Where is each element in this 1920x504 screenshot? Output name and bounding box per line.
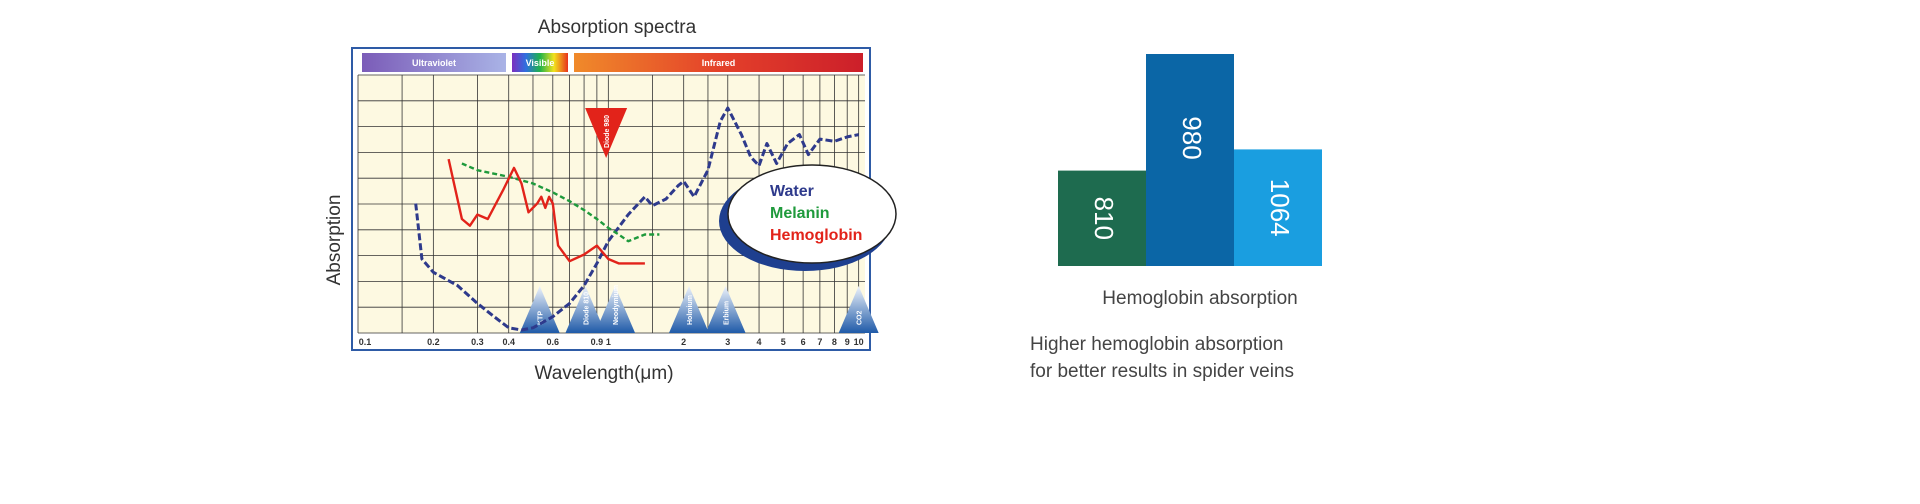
legend-item-hemoglobin: Hemoglobin	[770, 227, 862, 244]
bar-chart-xlabel: Hemoglobin absorption	[1102, 288, 1297, 309]
diode-980-highlight: Diode 980	[585, 108, 628, 158]
x-tick-label: 0.6	[547, 337, 560, 347]
absorption-spectra-chart: Absorption spectra Ultraviolet Visible Inf…	[324, 17, 897, 384]
band-ultraviolet	[362, 53, 506, 72]
band-label-ultraviolet: Ultraviolet	[412, 58, 456, 68]
caption-line-1: Higher hemoglobin absorption	[1030, 334, 1284, 355]
x-tick-label: 0.3	[471, 337, 484, 347]
highlight-label: Diode 980	[604, 115, 611, 148]
marker-ktp	[519, 286, 560, 333]
marker-label-co2: CO2	[857, 311, 864, 326]
marker-label-erbium: Erbium	[724, 301, 731, 325]
x-tick-label: 0.4	[502, 337, 515, 347]
x-tick-label: 6	[801, 337, 806, 347]
band-label-infrared: Infrared	[702, 58, 736, 68]
legend: Water Melanin Hemoglobin	[719, 164, 897, 271]
marker-neodymium	[595, 286, 636, 333]
marker-label-ktp: KTP	[538, 311, 545, 325]
bar-label-980: 980	[1177, 116, 1207, 159]
band-label-visible: Visible	[526, 58, 555, 68]
x-tick-label: 9	[845, 337, 850, 347]
absorption-curves	[414, 106, 859, 332]
x-tick-label: 3	[725, 337, 730, 347]
x-tick-label: 2	[681, 337, 686, 347]
bar-1064	[1234, 149, 1322, 266]
wavelength-bands: Ultraviolet Visible Infrared	[362, 53, 863, 72]
x-tick-label: 0.1	[359, 337, 372, 347]
x-tick-label: 5	[781, 337, 786, 347]
bar-980	[1146, 54, 1234, 266]
bar-label-1064: 1064	[1265, 179, 1295, 237]
x-tick-label: 4	[757, 337, 762, 347]
marker-label-diode-810: Diode 810	[583, 292, 590, 325]
x-tick-label: 0.9	[591, 337, 604, 347]
caption-line-2: for better results in spider veins	[1030, 361, 1295, 382]
bar-label-810: 810	[1089, 197, 1119, 240]
marker-erbium	[705, 286, 746, 333]
spectra-title: Absorption spectra	[538, 17, 697, 38]
marker-label-neodymium: Neodymium	[613, 285, 620, 325]
legend-item-melanin: Melanin	[770, 205, 830, 222]
bar-810	[1058, 170, 1146, 266]
x-tick-label: 0.2	[427, 337, 440, 347]
marker-co2	[838, 286, 879, 333]
highlight-triangle	[585, 108, 628, 158]
marker-label-holmium: Holmium	[687, 295, 694, 325]
x-tick-label: 1	[606, 337, 611, 347]
y-axis-label: Absorption	[324, 195, 345, 286]
marker-diode-810	[565, 286, 606, 333]
x-tick-labels: 0.1 0.2 0.3 0.4 0.6 0.9 1 2 3 4 5 6 7 8 9 10	[359, 337, 864, 347]
band-infrared	[574, 53, 863, 72]
legend-item-water: Water	[770, 183, 814, 200]
band-visible	[512, 53, 568, 72]
x-axis-label: Wavelength(μm)	[534, 363, 673, 384]
x-tick-label: 8	[832, 337, 837, 347]
laser-markers: KTP Diode 810 Neodymium Holmium Erbium CO2	[519, 285, 879, 333]
marker-holmium	[668, 286, 709, 333]
curve-hemoglobin	[447, 158, 645, 265]
x-tick-label: 7	[817, 337, 822, 347]
curve-water	[414, 106, 859, 332]
hemoglobin-absorption-bar-chart: 810 980 1064 Hemoglobin absorption	[1058, 54, 1322, 309]
x-tick-label: 10	[854, 337, 864, 347]
